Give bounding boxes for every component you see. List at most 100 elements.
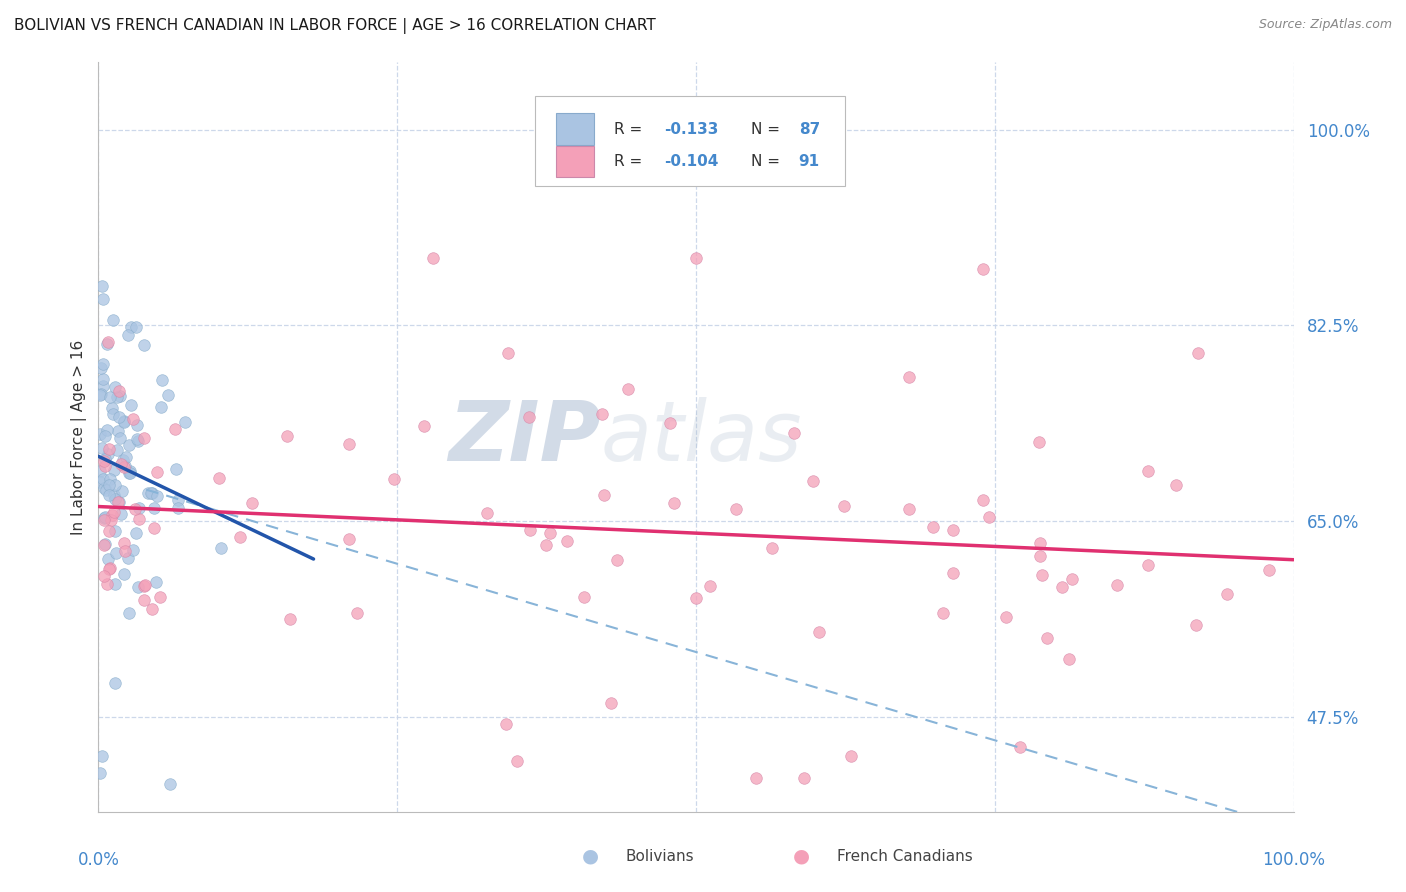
Point [495, 717, 517, 731]
Point [606, 553, 628, 567]
Point [136, 485, 159, 500]
Point [128, 512, 150, 526]
Text: French Canadians: French Canadians [837, 849, 973, 863]
Point [1062, 572, 1084, 586]
Point [107, 424, 129, 438]
Point [174, 415, 197, 429]
Point [111, 483, 134, 498]
Point [93, 481, 115, 495]
Point [942, 566, 965, 581]
Point [94, 459, 117, 474]
Point [1258, 563, 1281, 577]
Point [118, 464, 141, 478]
Point [149, 590, 172, 604]
Point [94, 536, 117, 550]
Point [98, 488, 121, 502]
Point [91, 748, 114, 763]
Point [118, 466, 141, 480]
Point [112, 415, 135, 429]
Point [112, 536, 135, 550]
Point [100, 508, 122, 522]
Point [808, 625, 831, 640]
Point [761, 541, 783, 556]
Point [103, 463, 125, 477]
Y-axis label: In Labor Force | Age > 16: In Labor Force | Age > 16 [72, 340, 87, 534]
Point [108, 431, 131, 445]
Point [90, 361, 112, 376]
Point [242, 496, 264, 510]
Point [96, 336, 118, 351]
Point [100, 513, 122, 527]
Text: atlas: atlas [600, 397, 801, 477]
Point [841, 748, 863, 763]
Point [93, 510, 115, 524]
Point [209, 541, 232, 555]
Point [897, 501, 920, 516]
Point [156, 387, 179, 401]
Point [1028, 434, 1050, 449]
Point [725, 502, 748, 516]
Point [98, 472, 121, 486]
Point [942, 523, 965, 537]
Point [127, 580, 149, 594]
Point [1050, 580, 1073, 594]
Text: BOLIVIAN VS FRENCH CANADIAN IN LABOR FORCE | AGE > 16 CORRELATION CHART: BOLIVIAN VS FRENCH CANADIAN IN LABOR FOR… [14, 18, 655, 34]
Point [132, 431, 155, 445]
Point [699, 579, 721, 593]
Text: R =: R = [613, 153, 647, 169]
Point [114, 459, 136, 474]
Point [167, 500, 190, 515]
Point [127, 434, 149, 448]
Point [1164, 477, 1187, 491]
Point [143, 501, 166, 516]
Point [1029, 535, 1052, 549]
Point [91, 293, 114, 307]
Point [167, 492, 190, 507]
Point [118, 606, 141, 620]
Point [104, 524, 127, 539]
Point [97, 478, 120, 492]
Point [832, 499, 855, 513]
Point [89, 427, 111, 442]
Point [89, 388, 111, 402]
Point [93, 451, 115, 466]
Text: ●: ● [582, 847, 599, 866]
Point [685, 591, 707, 605]
Point [922, 520, 945, 534]
Point [105, 390, 128, 404]
Point [118, 466, 141, 480]
Point [93, 513, 115, 527]
Point [125, 432, 148, 446]
Point [1136, 558, 1159, 572]
Point [125, 526, 148, 541]
Point [165, 422, 187, 436]
Point [1185, 617, 1208, 632]
Point [91, 279, 114, 293]
Point [276, 429, 298, 443]
Point [658, 416, 681, 430]
Point [115, 450, 138, 464]
Point [995, 610, 1018, 624]
Point [134, 593, 156, 607]
Point [97, 447, 120, 461]
Point [125, 417, 148, 432]
Point [898, 369, 921, 384]
Point [517, 410, 540, 425]
Point [112, 459, 135, 474]
Point [101, 401, 124, 415]
Text: 91: 91 [799, 153, 820, 169]
Point [98, 524, 121, 538]
Text: 100.0%: 100.0% [1263, 851, 1324, 869]
Point [128, 501, 150, 516]
Point [117, 437, 139, 451]
Point [159, 777, 181, 791]
Point [107, 495, 129, 509]
Point [122, 412, 145, 426]
Text: Bolivians: Bolivians [626, 849, 695, 863]
Text: 0.0%: 0.0% [77, 851, 120, 869]
Point [104, 478, 127, 492]
Point [120, 398, 142, 412]
Point [591, 408, 613, 422]
Text: ●: ● [793, 847, 810, 866]
Point [89, 765, 111, 780]
